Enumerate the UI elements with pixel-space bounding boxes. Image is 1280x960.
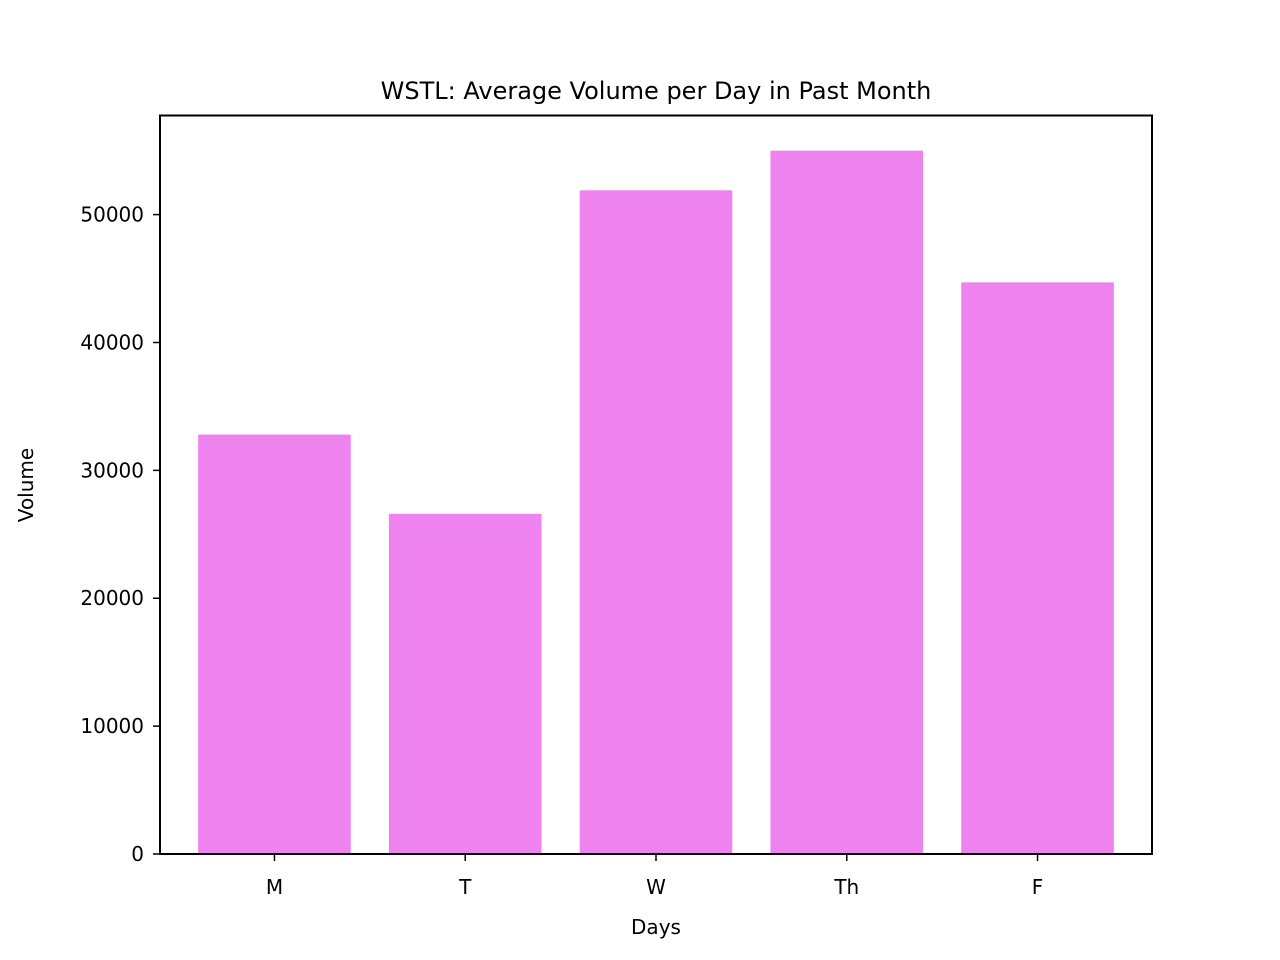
y-tick-label: 40000 bbox=[80, 330, 144, 354]
bar-m bbox=[198, 434, 351, 854]
y-axis-ticks: 0 10000 20000 30000 40000 50000 bbox=[80, 203, 160, 866]
bar-group bbox=[198, 150, 1114, 855]
y-axis-label: Volume bbox=[14, 448, 38, 522]
bar-t bbox=[388, 513, 542, 854]
y-tick-label: 50000 bbox=[80, 203, 144, 227]
bar-w bbox=[579, 190, 733, 855]
x-tick-label: F bbox=[1032, 875, 1044, 899]
plot-frame bbox=[159, 114, 1153, 855]
y-tick-label: 30000 bbox=[80, 458, 144, 482]
x-tick-label: W bbox=[646, 875, 666, 899]
x-axis-label: Days bbox=[631, 915, 681, 939]
x-tick-label: M bbox=[266, 875, 283, 899]
x-axis-ticks: M T W Th F bbox=[266, 854, 1043, 899]
y-tick-label: 10000 bbox=[80, 714, 144, 738]
chart-title: WSTL: Average Volume per Day in Past Mon… bbox=[381, 77, 932, 105]
y-tick-label: 20000 bbox=[80, 586, 144, 610]
y-tick-label: 0 bbox=[131, 842, 144, 866]
bar-f bbox=[961, 282, 1114, 854]
x-tick-label: T bbox=[458, 875, 472, 899]
bar-th bbox=[770, 150, 924, 854]
x-tick-label: Th bbox=[833, 875, 859, 899]
